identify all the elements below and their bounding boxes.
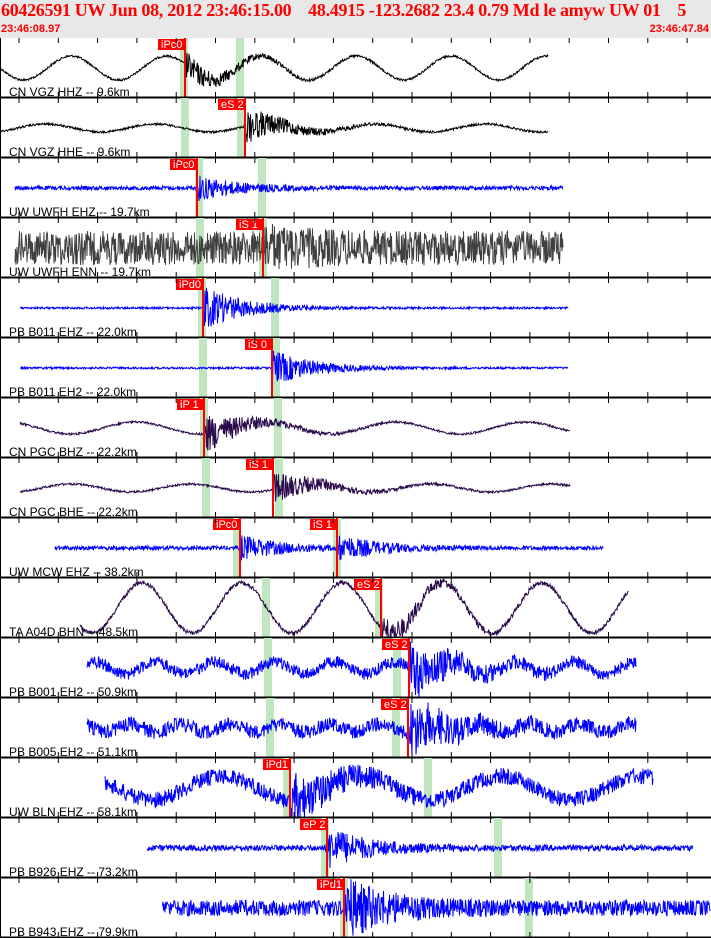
station-label: PB B943 EHZ -- 79.9km [9, 925, 138, 938]
pick-label: iS 1 [313, 519, 332, 531]
station-label: PB B011 EHZ -- 22.0km [9, 325, 137, 339]
event-header: 60426591 UW Jun 08, 2012 23:46:15.00 48.… [0, 0, 711, 38]
pick-label: iP 1 [180, 399, 199, 411]
record-section: iPc0 CN VGZ HHZ -- 9.6km eS 2 CN VGZ HHE --… [0, 38, 711, 938]
trace-row: iPc0 UW UWFH EHZ -- 19.7km [0, 158, 711, 219]
pick-label-box[interactable] [300, 819, 327, 830]
pick-label: eS 2 [385, 639, 408, 651]
pick-label: eS 2 [221, 99, 244, 111]
s-window-band [274, 398, 282, 458]
p-window-band [202, 458, 210, 518]
pick-label-box[interactable] [263, 759, 290, 770]
station-label: PB B001 EH2 -- 50.9km [9, 685, 137, 699]
pick-label-box[interactable] [354, 579, 381, 590]
p-window-band [283, 758, 291, 818]
pick-label: eS 2 [384, 699, 407, 711]
waveform [161, 879, 711, 938]
trace-row: eS 2 PB B005 EH2 -- 51.1km [0, 698, 711, 759]
waveform [20, 287, 569, 327]
waveform [19, 415, 571, 451]
pick-label-box[interactable] [176, 279, 203, 290]
station-label: CN VGZ HHE -- 9.6km [9, 145, 130, 159]
trace-row: eS 2 PB B001 EH2 -- 50.9km [0, 638, 711, 699]
pick-label-box[interactable] [245, 339, 272, 350]
pick-label-box[interactable] [218, 99, 245, 110]
pick-label-box[interactable] [213, 519, 240, 530]
station-label: UW MCW EHZ -- 38.2km [9, 565, 144, 579]
trace-row: iPc0 CN VGZ HHZ -- 9.6km [0, 38, 711, 99]
pick-label: iPd1 [266, 759, 288, 771]
station-label: PB B011 EH2 -- 22.0km [9, 385, 136, 399]
p-window-band [181, 98, 189, 158]
trace-row: iPd1 UW BLN EHZ -- 58.1km [0, 758, 711, 819]
waveform [104, 764, 654, 818]
waveform [0, 52, 549, 87]
pick-label: iPd1 [320, 879, 342, 891]
waveform [14, 175, 564, 201]
pick-label: iS 1 [239, 219, 258, 231]
waveform [86, 641, 637, 698]
s-window-band [237, 98, 245, 158]
pick-label: eS 2 [357, 579, 380, 591]
trace-row: eS 2 CN VGZ HHE -- 9.6km [0, 98, 711, 159]
waveform [54, 535, 604, 563]
pick-label: iPc0 [173, 159, 194, 171]
p-window-band [195, 158, 203, 218]
trace-row: iPd1 PB B943 EHZ -- 79.9km [0, 878, 711, 938]
trace-row: iS 1 UW UWFH ENN -- 19.7km [0, 218, 711, 279]
station-label: CN PGC BHE -- 22.2km [9, 505, 138, 519]
s-window-band [424, 758, 432, 818]
waveform [19, 474, 571, 502]
pick-label: iPc0 [216, 519, 237, 531]
waveform [19, 350, 569, 382]
time-start: 23:46:08.97 [1, 23, 61, 35]
pick-label: iPc0 [161, 39, 182, 51]
pick-label-box[interactable] [236, 219, 263, 230]
waveform [14, 223, 564, 270]
pick-label-box[interactable] [170, 159, 197, 170]
station-label: TA A04D BHN -- 48.5km [9, 625, 138, 639]
station-label: PB B926 EHZ -- 73.2km [9, 865, 138, 879]
trace-row: iPd0 PB B011 EHZ -- 22.0km [0, 278, 711, 339]
pick-label: iS 0 [248, 339, 267, 351]
pick-label-box[interactable] [246, 459, 273, 470]
trace-row: iS 0 PB B011 EH2 -- 22.0km [0, 338, 711, 399]
pick-label-box[interactable] [177, 399, 204, 410]
pick-label: iPd0 [179, 279, 201, 291]
event-title: 60426591 UW Jun 08, 2012 23:46:15.00 48.… [1, 0, 687, 20]
station-label: CN VGZ HHZ -- 9.6km [9, 85, 130, 99]
pick-label-box[interactable] [381, 699, 408, 710]
pick-label: eP 2 [303, 819, 325, 831]
trace-row: eS 2 TA A04D BHN -- 48.5km [0, 577, 711, 639]
waveform [146, 831, 694, 868]
station-label: UW UWFH ENN -- 19.7km [9, 265, 151, 279]
pick-label: iS 1 [249, 459, 268, 471]
trace-row: iP 1 CN PGC BHZ -- 22.2km [0, 398, 711, 459]
station-label: UW BLN EHZ -- 58.1km [9, 805, 137, 819]
pick-label-box[interactable] [317, 879, 344, 890]
station-label: UW UWFH EHZ -- 19.7km [9, 205, 150, 219]
pick-label-box[interactable] [310, 519, 337, 530]
trace-row: iS 1 CN PGC BHE -- 22.2km [0, 458, 711, 519]
trace-row: eP 2 PB B926 EHZ -- 73.2km [0, 818, 711, 879]
waveform [0, 111, 549, 146]
pick-label-box[interactable] [382, 639, 409, 650]
waveform [86, 702, 637, 755]
trace-row: iPc0 iS 1 UW MCW EHZ -- 38.2km [0, 518, 711, 579]
s-window-band [375, 578, 383, 638]
time-end: 23:46:47.84 [649, 23, 709, 35]
pick-label-box[interactable] [158, 39, 185, 50]
station-label: PB B005 EH2 -- 51.1km [9, 745, 137, 759]
station-label: CN PGC BHZ -- 22.2km [9, 445, 137, 459]
